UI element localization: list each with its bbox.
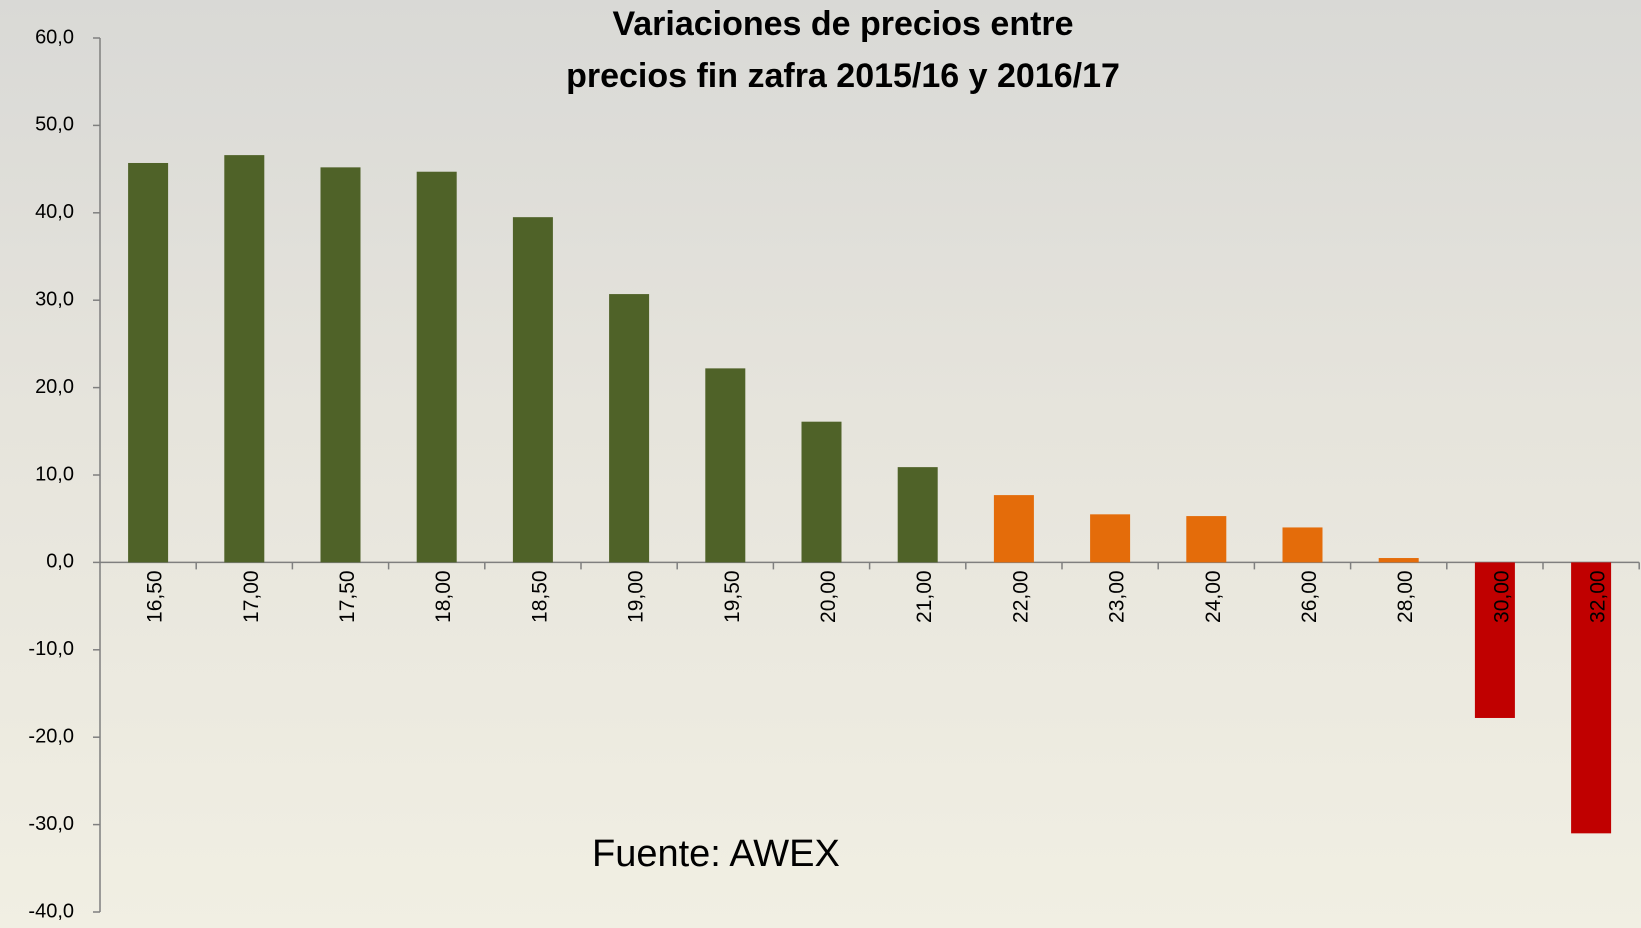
bar [801,421,842,563]
chart-title: precios fin zafra 2015/16 y 2016/17 [566,57,1120,95]
x-tick-label: 26,00 [1298,570,1321,623]
y-tick-label: 40,0 [35,201,74,223]
bar [512,217,553,563]
bar [1090,514,1131,563]
y-tick-label: 20,0 [35,376,74,398]
x-tick-label: 18,00 [432,570,455,623]
y-tick-label: -20,0 [28,725,74,747]
x-tick-label: 20,00 [817,570,840,623]
bar [128,162,169,563]
x-tick-label: 18,50 [528,570,551,623]
bar [416,171,457,563]
x-tick-label: 19,50 [721,570,744,623]
bar [1378,558,1419,563]
bar [705,368,746,563]
y-tick-label: -40,0 [28,900,74,922]
annotation: Fuente: AWEX [592,833,840,875]
y-tick-label: 30,0 [35,288,74,310]
y-tick-label: -30,0 [28,813,74,835]
x-tick-label: 16,50 [144,570,167,623]
bar [1282,527,1323,563]
bar [897,467,938,563]
x-tick-label: 17,50 [336,570,359,623]
chart-title: Variaciones de precios entre [612,5,1073,43]
bar [609,294,650,563]
bar [1186,516,1227,563]
x-tick-label: 17,00 [240,570,263,623]
bar [224,155,265,563]
y-tick-label: 10,0 [35,463,74,485]
bar [320,167,361,563]
x-tick-label: 23,00 [1106,570,1129,623]
y-tick-label: 0,0 [46,551,74,573]
bar [1571,562,1612,834]
y-tick-label: -10,0 [28,638,74,660]
y-tick-label: 50,0 [35,114,74,136]
x-tick-label: 30,00 [1490,570,1513,623]
x-tick-label: 24,00 [1202,570,1225,623]
x-tick-label: 19,00 [625,570,648,623]
x-tick-label: 28,00 [1394,570,1417,623]
bar [1474,562,1515,718]
bar [993,495,1034,563]
x-tick-label: 22,00 [1009,570,1032,623]
x-tick-label: 21,00 [913,570,936,623]
x-tick-label: 32,00 [1587,570,1610,623]
y-tick-label: 60,0 [35,26,74,48]
